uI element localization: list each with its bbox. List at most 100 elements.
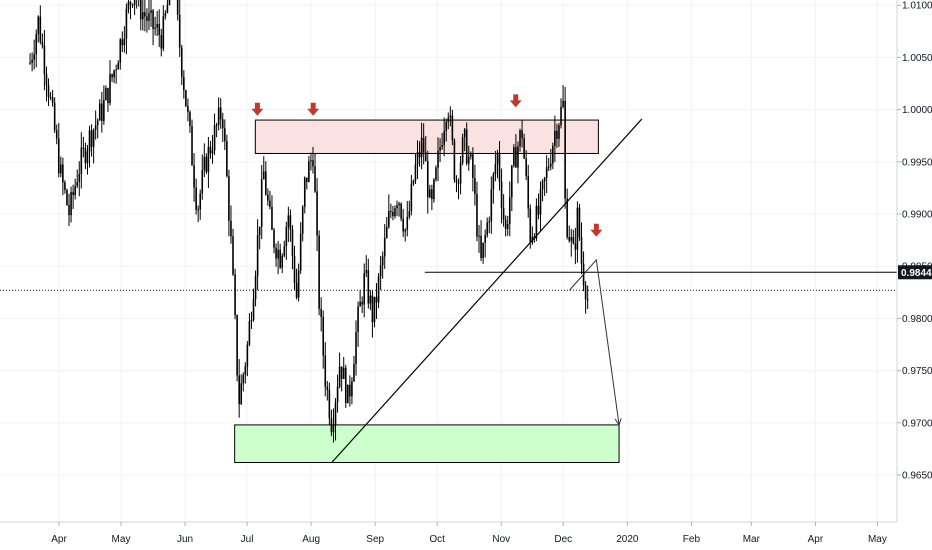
candle-body (105, 88, 107, 100)
candle-body (242, 374, 245, 384)
candle-body (74, 185, 76, 196)
candle-body (390, 210, 392, 212)
candle-body (199, 193, 202, 210)
candle-body (152, 10, 154, 29)
candle-body (519, 130, 521, 147)
candle-body (123, 38, 126, 46)
candle-body (459, 162, 462, 184)
candle-body (109, 74, 111, 104)
candle-body (150, 10, 152, 14)
candle-body (301, 206, 304, 234)
candle-body (529, 208, 532, 243)
candle-body (250, 319, 253, 322)
candle-body (365, 270, 368, 274)
candle-body (361, 301, 363, 305)
candle-body (215, 124, 218, 126)
candle-body (392, 211, 394, 217)
down-arrow-icon (509, 94, 522, 108)
candle-body (433, 179, 435, 200)
candle-body (228, 176, 230, 221)
x-tick-label: Jun (177, 534, 193, 545)
candle-body (234, 274, 236, 316)
candle-body (400, 203, 402, 219)
candle-body (160, 35, 163, 49)
x-tick-label: Aug (302, 534, 320, 545)
candle-body (127, 1, 130, 10)
candle-body (203, 156, 206, 171)
candle-body (381, 256, 384, 266)
candle-body (541, 181, 544, 190)
candle-body (154, 27, 156, 29)
candle-body (494, 164, 497, 175)
candle-body (500, 181, 503, 208)
candle-body (445, 122, 448, 132)
candle-body (549, 163, 552, 167)
candle-body (349, 384, 351, 397)
candle-body (467, 156, 470, 164)
candle-body (504, 219, 507, 229)
candle-body (535, 205, 538, 239)
candle-body (478, 235, 480, 237)
candle-body (584, 285, 587, 300)
candle-body (422, 137, 425, 153)
candle-body (523, 138, 525, 159)
candle-body (568, 237, 571, 241)
candle-body (139, 0, 142, 20)
candle-body (289, 215, 292, 230)
candle-body (517, 146, 519, 168)
candle-body (226, 141, 228, 177)
candle-body (107, 88, 109, 104)
candle-body (334, 402, 337, 425)
candle-body (55, 130, 58, 139)
candle-body (244, 366, 247, 375)
candle-body (142, 12, 144, 20)
candle-body (158, 23, 161, 36)
projection-arrowhead (614, 418, 622, 427)
candle-body (262, 171, 265, 180)
candle-body (211, 150, 214, 154)
candle-body (88, 130, 91, 152)
candle-body (35, 34, 38, 55)
candle-body (449, 115, 452, 118)
candle-body (342, 367, 345, 379)
candle-body (336, 386, 339, 403)
candle-body (443, 131, 445, 146)
candle-body (281, 255, 284, 268)
candle-body (256, 235, 259, 276)
candle-body (72, 191, 74, 196)
candle-body (353, 364, 355, 382)
candle-body (29, 62, 31, 64)
candle-body (64, 182, 66, 191)
candle-body (271, 207, 273, 230)
down-arrow-icon (307, 102, 320, 116)
candle-body (240, 383, 243, 405)
candle-body (506, 224, 509, 229)
candle-body (303, 177, 306, 207)
candle-body (394, 208, 396, 217)
candle-body (502, 207, 505, 220)
candle-body (60, 164, 62, 174)
candle-body (57, 138, 60, 174)
candle-body (451, 115, 454, 141)
candle-body (78, 174, 81, 182)
candle-body (224, 128, 226, 142)
down-arrow-icon (251, 102, 264, 116)
y-tick-label: 1.01000 (902, 1, 932, 12)
candle-body (418, 152, 421, 158)
candle-body (232, 236, 234, 275)
candle-body (37, 16, 40, 35)
candle-body (424, 152, 427, 162)
candle-body (474, 178, 476, 194)
candle-body (185, 90, 187, 106)
candle-body (465, 129, 468, 164)
candle-body (472, 154, 474, 179)
candle-body (252, 299, 255, 320)
candle-body (119, 39, 122, 63)
candle-body (578, 207, 581, 238)
x-tick-label: 2020 (616, 534, 639, 545)
candle-body (82, 147, 85, 149)
candle-body (62, 164, 64, 183)
candle-body (480, 235, 482, 259)
trendline (331, 118, 643, 463)
